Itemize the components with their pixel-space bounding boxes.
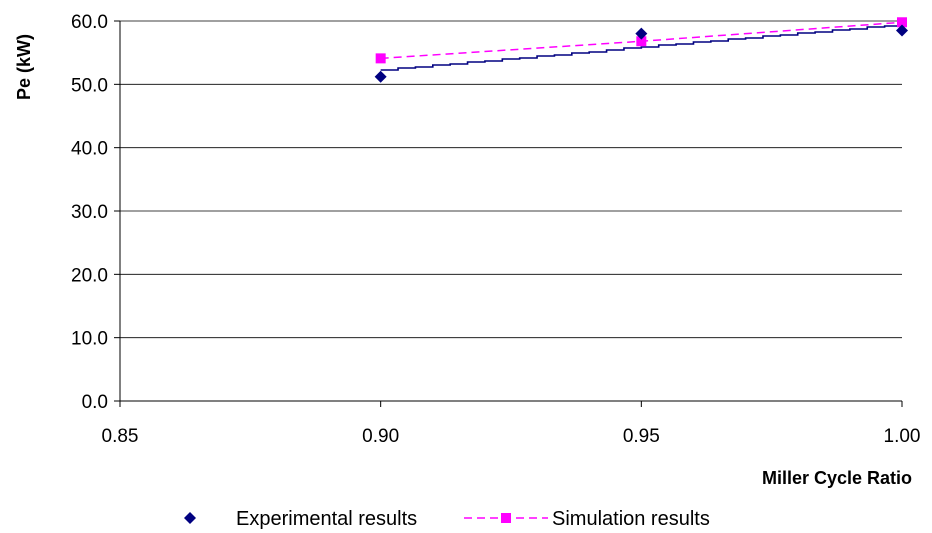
legend-experimental-label: Experimental results — [236, 508, 417, 530]
x-axis-ticks: 0.85 0.90 0.95 1.00 — [102, 401, 921, 447]
y-tick-label: 60.0 — [71, 12, 108, 33]
x-tick-label: 0.85 — [102, 426, 139, 447]
experimental-point — [374, 70, 387, 83]
legend-simulation-marker — [501, 513, 511, 523]
legend-simulation-label: Simulation results — [552, 508, 710, 530]
y-axis-ticks: 0.0 10.0 20.0 30.0 40.0 50.0 60.0 — [71, 12, 120, 413]
y-tick-label: 0.0 — [82, 392, 108, 413]
simulation-point — [897, 17, 907, 28]
x-tick-label: 0.90 — [362, 426, 399, 447]
y-tick-label: 30.0 — [71, 202, 108, 223]
simulation-point — [636, 36, 647, 47]
legend-experimental-marker — [184, 512, 196, 524]
y-tick-label: 40.0 — [71, 139, 108, 160]
experimental-point — [635, 27, 648, 40]
simulation-point — [375, 53, 386, 64]
x-tick-label: 0.95 — [623, 426, 660, 447]
y-tick-label: 10.0 — [71, 329, 108, 350]
legend: Experimental results Simulation results — [184, 508, 710, 530]
y-tick-label: 50.0 — [71, 75, 108, 96]
x-axis-title: Miller Cycle Ratio — [762, 468, 912, 488]
y-tick-label: 20.0 — [71, 265, 108, 286]
experimental-trendline — [380, 24, 903, 71]
y-axis-title: Pe (kW) — [14, 34, 34, 100]
series-layer — [374, 17, 908, 83]
experimental-point — [896, 24, 908, 37]
x-tick-label: 1.00 — [884, 426, 921, 447]
gridlines — [120, 20, 902, 339]
